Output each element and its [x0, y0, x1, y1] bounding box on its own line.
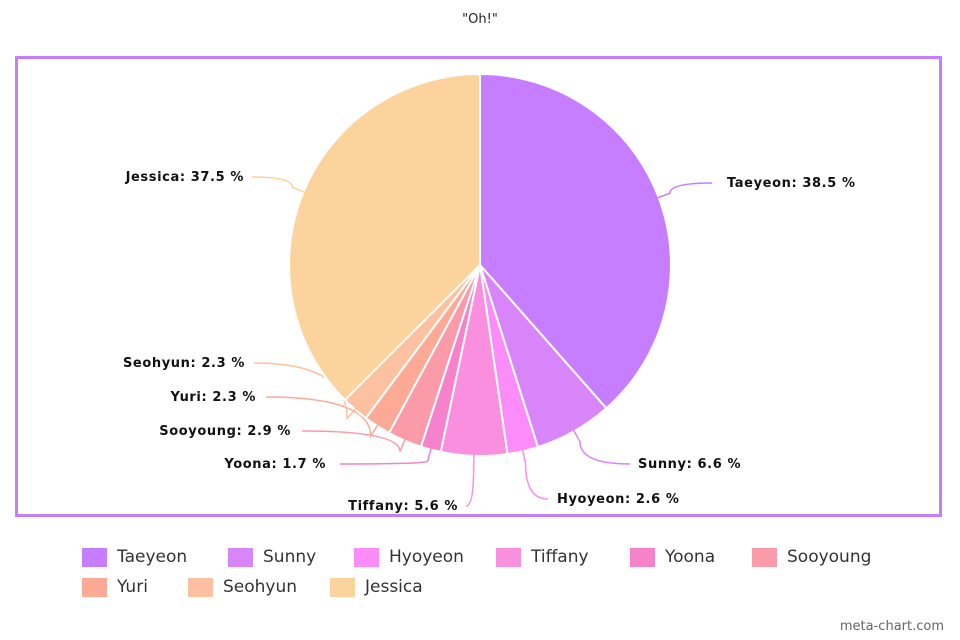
data-label: Jessica: 37.5 % — [125, 170, 244, 185]
legend-label: Yuri — [117, 577, 148, 597]
legend-item-jessica[interactable]: Jessica — [330, 577, 423, 597]
chart-title: "Oh!" — [462, 12, 498, 27]
leader-line — [520, 445, 549, 500]
legend-item-sunny[interactable]: Sunny — [228, 547, 316, 567]
credit-text: meta-chart.com — [839, 619, 944, 634]
legend-swatch — [330, 577, 355, 597]
legend-label: Seohyun — [223, 577, 298, 597]
legend-item-sooyoung[interactable]: Sooyoung — [752, 547, 871, 567]
data-label: Taeyeon: 38.5 % — [727, 176, 856, 191]
plot-frame — [15, 56, 942, 517]
data-label: Sunny: 6.6 % — [638, 457, 741, 472]
legend-label: Hyoyeon — [389, 547, 464, 567]
leader-line — [265, 396, 382, 439]
legend-item-yuri[interactable]: Yuri — [82, 577, 148, 597]
legend-label: Sooyoung — [787, 547, 872, 567]
leader-line — [570, 425, 631, 465]
data-label: Yuri: 2.3 % — [170, 390, 257, 405]
legend-swatch — [354, 547, 379, 567]
data-label: Tiffany: 5.6 % — [348, 499, 458, 514]
leader-line — [251, 176, 310, 195]
legend-item-seohyun[interactable]: Seohyun — [188, 577, 297, 597]
legend-item-yoona[interactable]: Yoona — [630, 547, 715, 567]
legend-item-hyoyeon[interactable]: Hyoyeon — [354, 547, 464, 567]
leader-line — [301, 430, 408, 452]
data-label: Seohyun: 2.3 % — [123, 356, 245, 371]
data-label: Sooyoung: 2.9 % — [159, 424, 291, 439]
legend-swatch — [82, 577, 107, 597]
legend-item-taeyeon[interactable]: Taeyeon — [82, 547, 187, 567]
data-label: Yoona: 1.7 % — [223, 457, 326, 472]
legend-label: Yoona — [665, 547, 716, 567]
leader-line — [652, 182, 713, 201]
legend-swatch — [630, 547, 655, 567]
legend-label: Sunny — [263, 547, 317, 567]
legend-swatch — [496, 547, 521, 567]
legend-swatch — [188, 577, 213, 597]
legend-item-tiffany[interactable]: Tiffany — [496, 547, 589, 567]
legend-swatch — [82, 547, 107, 567]
legend-swatch — [228, 547, 253, 567]
data-label: Hyoyeon: 2.6 % — [557, 492, 679, 507]
legend-label: Tiffany — [531, 547, 589, 567]
legend-swatch — [752, 547, 777, 567]
legend-label: Jessica — [365, 577, 423, 597]
leader-line — [339, 443, 434, 465]
legend-label: Taeyeon — [117, 547, 188, 567]
leader-line — [465, 449, 475, 507]
leader-line — [253, 362, 360, 421]
